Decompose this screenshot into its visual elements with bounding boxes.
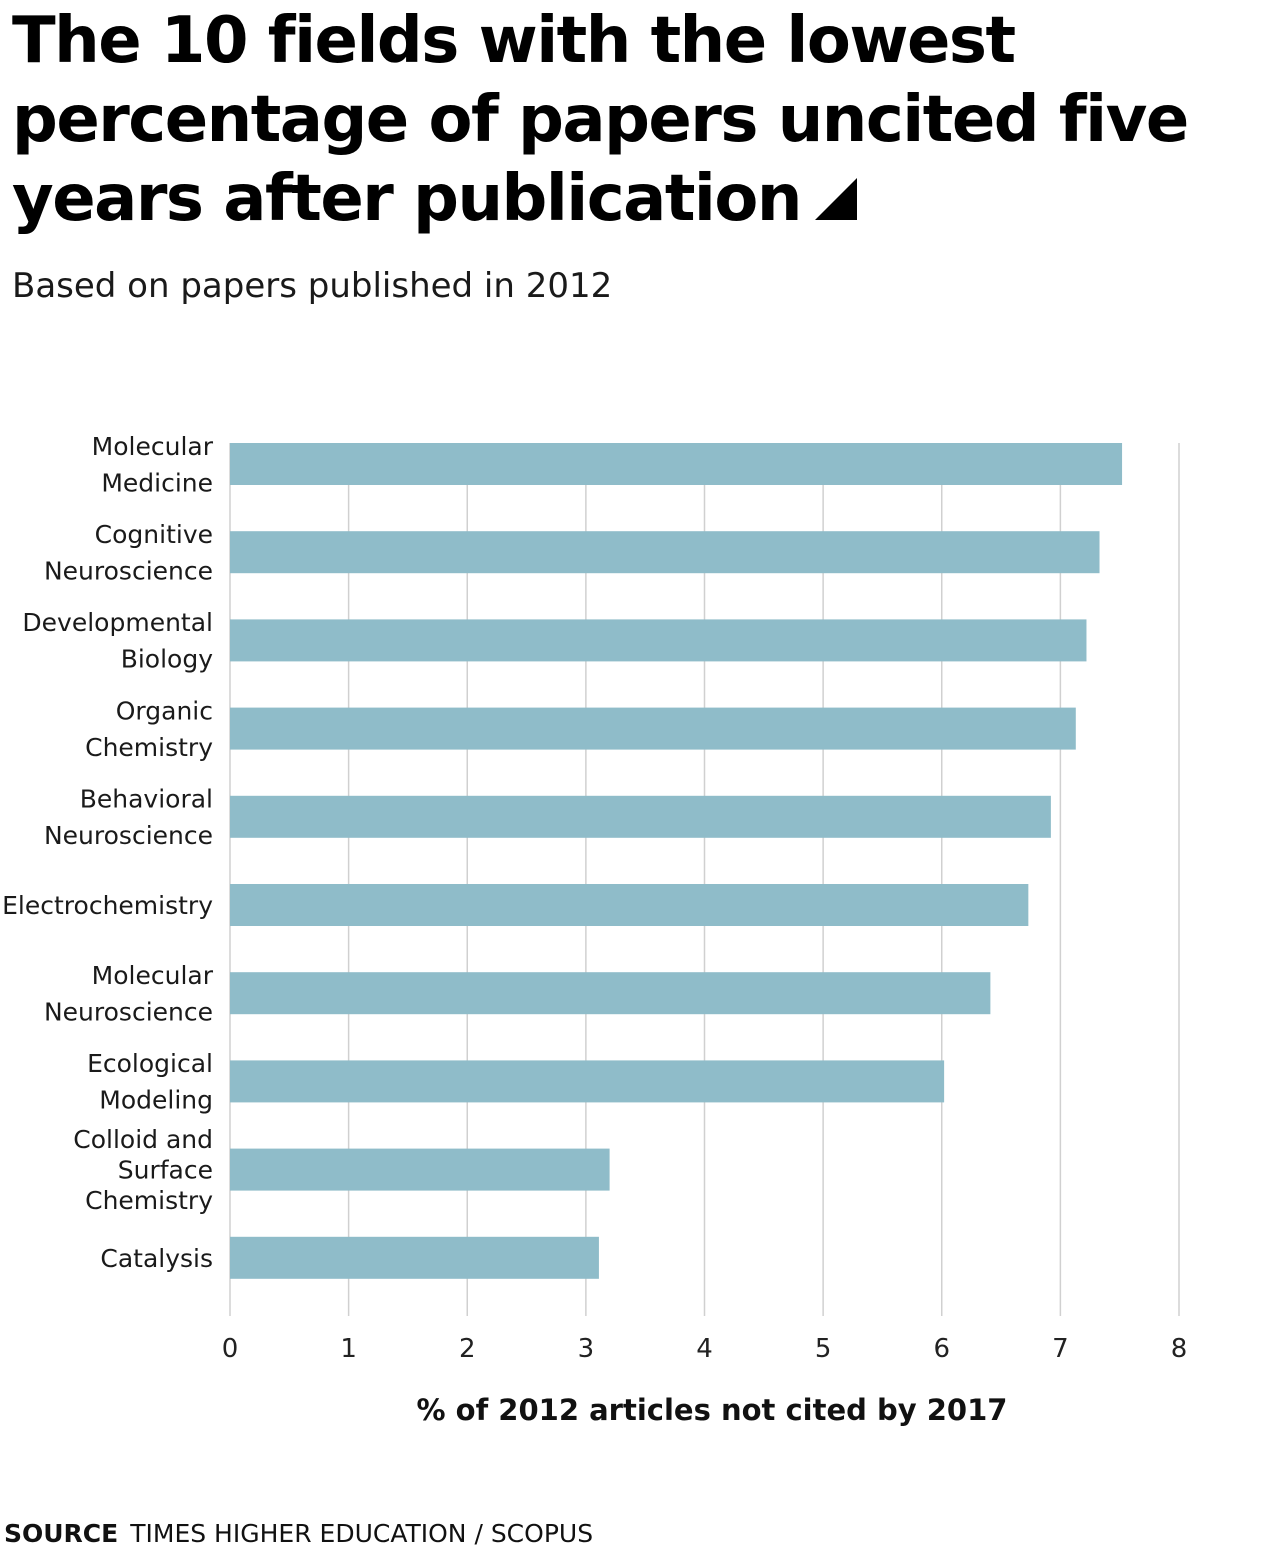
- category-label-line: Modeling: [99, 1086, 213, 1115]
- x-tick-label: 7: [1052, 1334, 1069, 1364]
- category-label-line: Developmental: [22, 608, 213, 637]
- bar: [230, 531, 1100, 574]
- bar: [230, 972, 991, 1015]
- category-label: Cognitive Neuroscience: [44, 520, 213, 586]
- bar: [230, 443, 1123, 485]
- category-label-line: Ecological: [87, 1049, 213, 1078]
- category-label: Electrochemistry: [2, 891, 213, 920]
- x-tick-label: 5: [815, 1334, 832, 1364]
- category-label: Organic Chemistry: [85, 696, 213, 762]
- x-tick-label: 0: [222, 1334, 239, 1364]
- category-label: Behavioral Neuroscience: [44, 785, 213, 851]
- x-tick-label: 8: [1171, 1334, 1188, 1364]
- category-label-line: Molecular: [92, 432, 214, 461]
- source-line: SOURCE TIMES HIGHER EDUCATION / SCOPUS: [4, 1518, 593, 1550]
- category-labels: Molecular Medicine Cognitive Neuroscience De…: [2, 432, 214, 1273]
- bar: [230, 884, 1029, 926]
- category-label-line: Surface: [118, 1156, 213, 1185]
- source-label: SOURCE: [4, 1519, 119, 1548]
- category-label-line: Medicine: [101, 468, 213, 497]
- category-label-line: Colloid and: [73, 1125, 213, 1154]
- category-label-line: Behavioral: [80, 785, 213, 814]
- triangle-corner-icon: [814, 178, 857, 220]
- category-label: Ecological Modeling: [87, 1049, 213, 1115]
- category-label: Colloid and Surface Chemistry: [73, 1125, 213, 1215]
- category-label-line: Electrochemistry: [2, 891, 213, 920]
- category-label-line: Catalysis: [100, 1244, 213, 1273]
- category-label-line: Cognitive: [95, 520, 213, 549]
- x-tick-label: 4: [696, 1334, 713, 1364]
- category-label-line: Chemistry: [85, 1186, 213, 1215]
- grid-lines: [229, 443, 1180, 1316]
- source-text: TIMES HIGHER EDUCATION / SCOPUS: [130, 1519, 594, 1548]
- x-tick-labels: 0 1 2 3 4 5 6 7 8: [222, 1334, 1188, 1364]
- bar: [230, 707, 1076, 750]
- bar: [230, 1236, 599, 1279]
- category-label-line: Organic: [116, 696, 213, 725]
- chart-title: The 10 fields with the lowest percentage…: [12, 2, 1212, 239]
- category-label: Molecular Medicine: [92, 432, 214, 498]
- x-axis-title: % of 2012 articles not cited by 2017: [417, 1393, 1008, 1427]
- category-label: Molecular Neuroscience: [44, 961, 214, 1026]
- category-label-line: Chemistry: [85, 733, 213, 762]
- chart-title-text: The 10 fields with the lowest percentage…: [12, 4, 1189, 236]
- chart-subtitle: Based on papers published in 2012: [12, 266, 613, 306]
- bar: [230, 1060, 945, 1103]
- x-tick-label: 6: [933, 1334, 950, 1364]
- category-label: Developmental Biology: [22, 608, 213, 674]
- category-label-line: Neuroscience: [44, 997, 213, 1026]
- category-label-line: Biology: [121, 645, 214, 674]
- bars: [230, 443, 1123, 1279]
- x-tick-label: 2: [459, 1334, 476, 1364]
- category-label-line: Molecular: [92, 961, 214, 990]
- bar: [230, 619, 1087, 662]
- bar: [230, 1148, 610, 1191]
- x-tick-label: 1: [340, 1334, 357, 1364]
- x-tick-label: 3: [578, 1334, 595, 1364]
- category-label: Catalysis: [100, 1244, 213, 1273]
- category-label-line: Neuroscience: [44, 821, 213, 850]
- category-label-line: Neuroscience: [44, 556, 213, 585]
- bar: [230, 795, 1051, 838]
